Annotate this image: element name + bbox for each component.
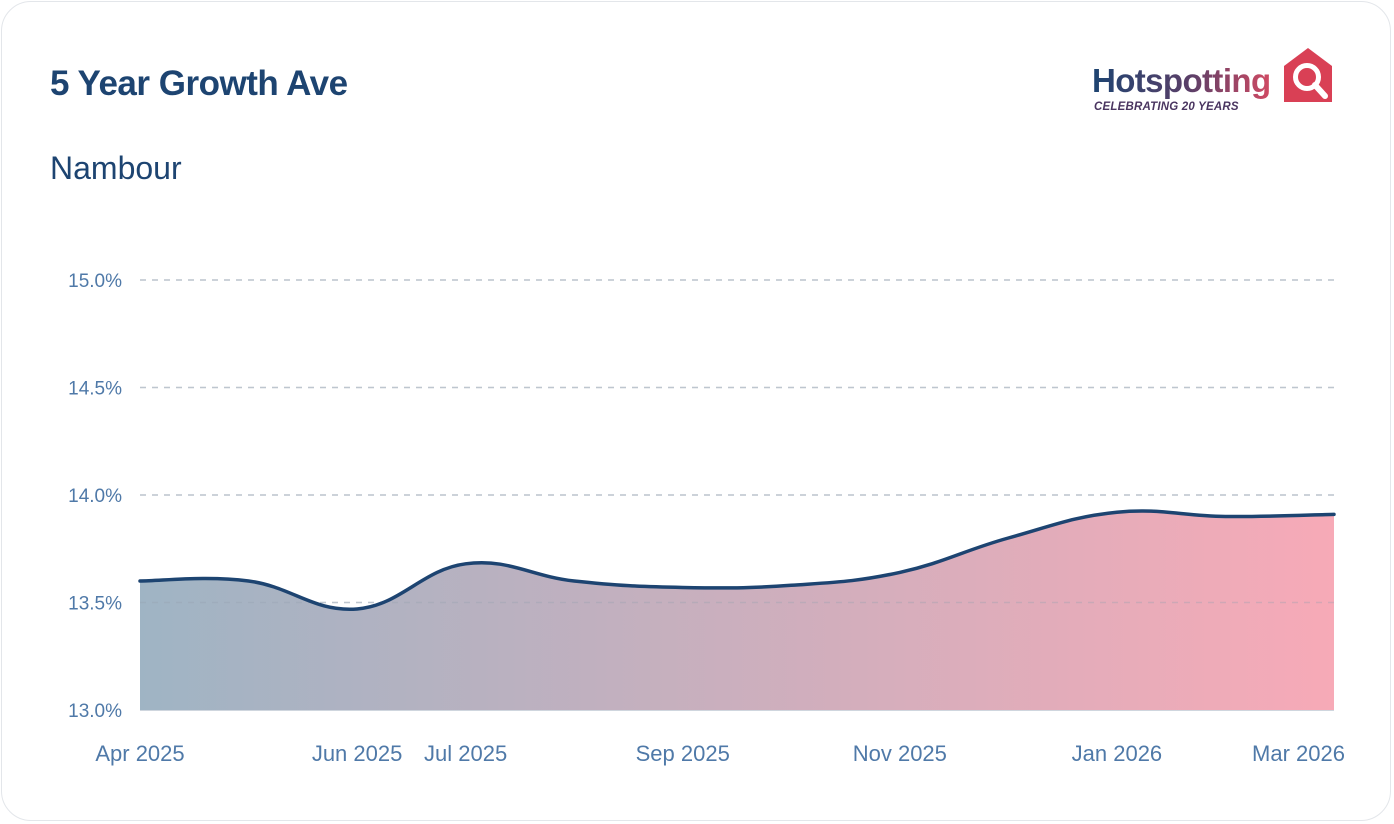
- y-tick-label: 14.5%: [68, 379, 122, 400]
- magnifier-house-icon: [1284, 48, 1332, 102]
- x-tick-label: Nov 2025: [853, 741, 947, 766]
- series-area-fill: [140, 510, 1334, 710]
- y-tick-label: 15.0%: [68, 271, 122, 292]
- x-tick-label: Apr 2025: [95, 741, 184, 766]
- hotspotting-logo: Hotspotting CELEBRATING 20 YEARS: [1092, 46, 1336, 118]
- x-tick-label: Jul 2025: [424, 741, 507, 766]
- y-axis: 13.0% 13.5% 14.0% 14.5% 15.0%: [68, 271, 122, 722]
- logo-wordmark: Hotspotting: [1092, 62, 1271, 99]
- y-tick-label: 13.0%: [68, 701, 122, 722]
- y-tick-label: 13.5%: [68, 594, 122, 615]
- logo-tagline: CELEBRATING 20 YEARS: [1094, 101, 1239, 113]
- area-layer: [138, 279, 1336, 710]
- x-tick-label: Mar 2026: [1252, 741, 1345, 766]
- x-axis: Apr 2025 Jun 2025 Jul 2025 Sep 2025 Nov 2025…: [95, 741, 1345, 766]
- chart-title: 5 Year Growth Ave: [50, 64, 348, 103]
- chart-subtitle: Nambour: [50, 150, 182, 186]
- x-tick-label: Sep 2025: [636, 741, 730, 766]
- y-tick-label: 14.0%: [68, 486, 122, 507]
- x-tick-label: Jun 2025: [312, 741, 403, 766]
- series-line: [138, 509, 1336, 611]
- x-tick-label: Jan 2026: [1072, 741, 1163, 766]
